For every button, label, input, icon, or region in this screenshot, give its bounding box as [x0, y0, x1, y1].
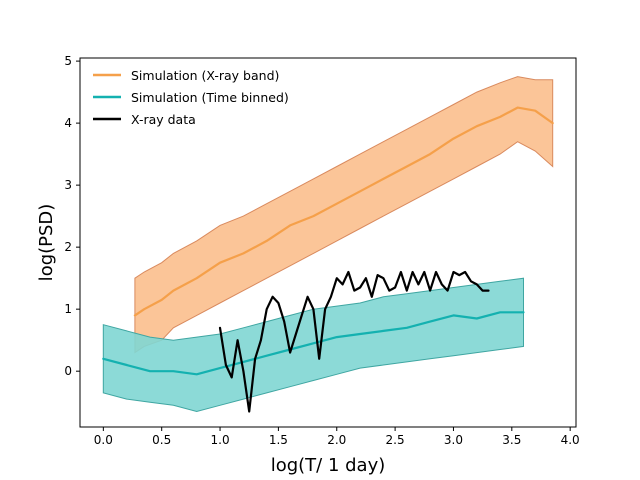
confidence-bands: [102, 76, 554, 413]
y-axis-ticks: 0 1 2 3 4 5: [64, 54, 80, 378]
x-axis-label: log(T/ 1 day): [271, 455, 386, 476]
x-tick-label: 4.0: [561, 433, 580, 447]
y-tick-label: 0: [64, 364, 72, 378]
y-tick-label: 4: [64, 116, 72, 130]
y-tick-label: 3: [64, 178, 72, 192]
series-lines: [102, 106, 554, 413]
band-simulation-time-binned: [102, 277, 524, 413]
legend-label-x-ray-data: X-ray data: [131, 112, 196, 127]
x-tick-label: 2.0: [327, 433, 346, 447]
y-tick-label: 5: [64, 54, 72, 68]
y-tick-label: 2: [64, 240, 72, 254]
plot-area-frame: [79, 57, 577, 428]
line-x-ray-data: [218, 270, 490, 413]
x-tick-label: 0.5: [152, 433, 171, 447]
legend: Simulation (X-ray band) Simulation (Time …: [93, 68, 289, 127]
legend-label-simulation-x-ray-band: Simulation (X-ray band): [131, 68, 279, 83]
x-tick-label: 3.5: [502, 433, 521, 447]
x-tick-label: 1.5: [269, 433, 288, 447]
x-tick-label: 0.0: [94, 433, 113, 447]
y-tick-label: 1: [64, 302, 72, 316]
x-axis-ticks: 0.0 0.5 1.0 1.5 2.0 2.5 3.0 3.5 4.0: [94, 427, 580, 447]
x-tick-label: 1.0: [211, 433, 230, 447]
band-simulation-x-ray-band: [134, 76, 554, 354]
y-axis-label: log(PSD): [36, 204, 57, 282]
x-tick-label: 3.0: [444, 433, 463, 447]
line-simulation-time-binned: [102, 311, 525, 376]
legend-label-simulation-time-binned: Simulation (Time binned): [131, 90, 289, 105]
x-tick-label: 2.5: [386, 433, 405, 447]
line-simulation-x-ray-band: [133, 106, 554, 317]
